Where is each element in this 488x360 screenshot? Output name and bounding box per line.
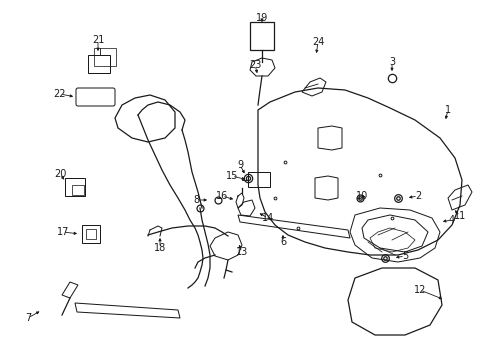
Text: 13: 13: [235, 247, 247, 257]
Text: 22: 22: [54, 89, 66, 99]
Text: 15: 15: [225, 171, 238, 181]
Text: 2: 2: [414, 191, 420, 201]
Text: 17: 17: [57, 227, 69, 237]
Bar: [72, 185, 84, 195]
Text: 7: 7: [25, 313, 31, 323]
Text: 20: 20: [54, 169, 66, 179]
Text: 18: 18: [154, 243, 166, 253]
Text: 14: 14: [262, 213, 274, 223]
Text: 12: 12: [413, 285, 426, 295]
Text: 24: 24: [311, 37, 324, 47]
Text: 10: 10: [355, 191, 367, 201]
Text: 3: 3: [388, 57, 394, 67]
Text: 6: 6: [279, 237, 285, 247]
Text: 8: 8: [193, 195, 199, 205]
Text: 1: 1: [444, 105, 450, 115]
Bar: [86, 229, 96, 239]
Bar: [82, 225, 100, 243]
Text: 11: 11: [453, 211, 465, 221]
Text: 5: 5: [401, 251, 407, 261]
Bar: [65, 178, 85, 196]
Bar: [88, 55, 110, 73]
Bar: [249, 22, 273, 50]
Bar: [94, 48, 116, 66]
Text: 21: 21: [92, 35, 104, 45]
Text: 16: 16: [215, 191, 228, 201]
Text: 4: 4: [448, 215, 454, 225]
Text: 19: 19: [255, 13, 267, 23]
Bar: [247, 172, 269, 187]
Text: 9: 9: [237, 160, 243, 170]
Text: 23: 23: [248, 60, 261, 70]
